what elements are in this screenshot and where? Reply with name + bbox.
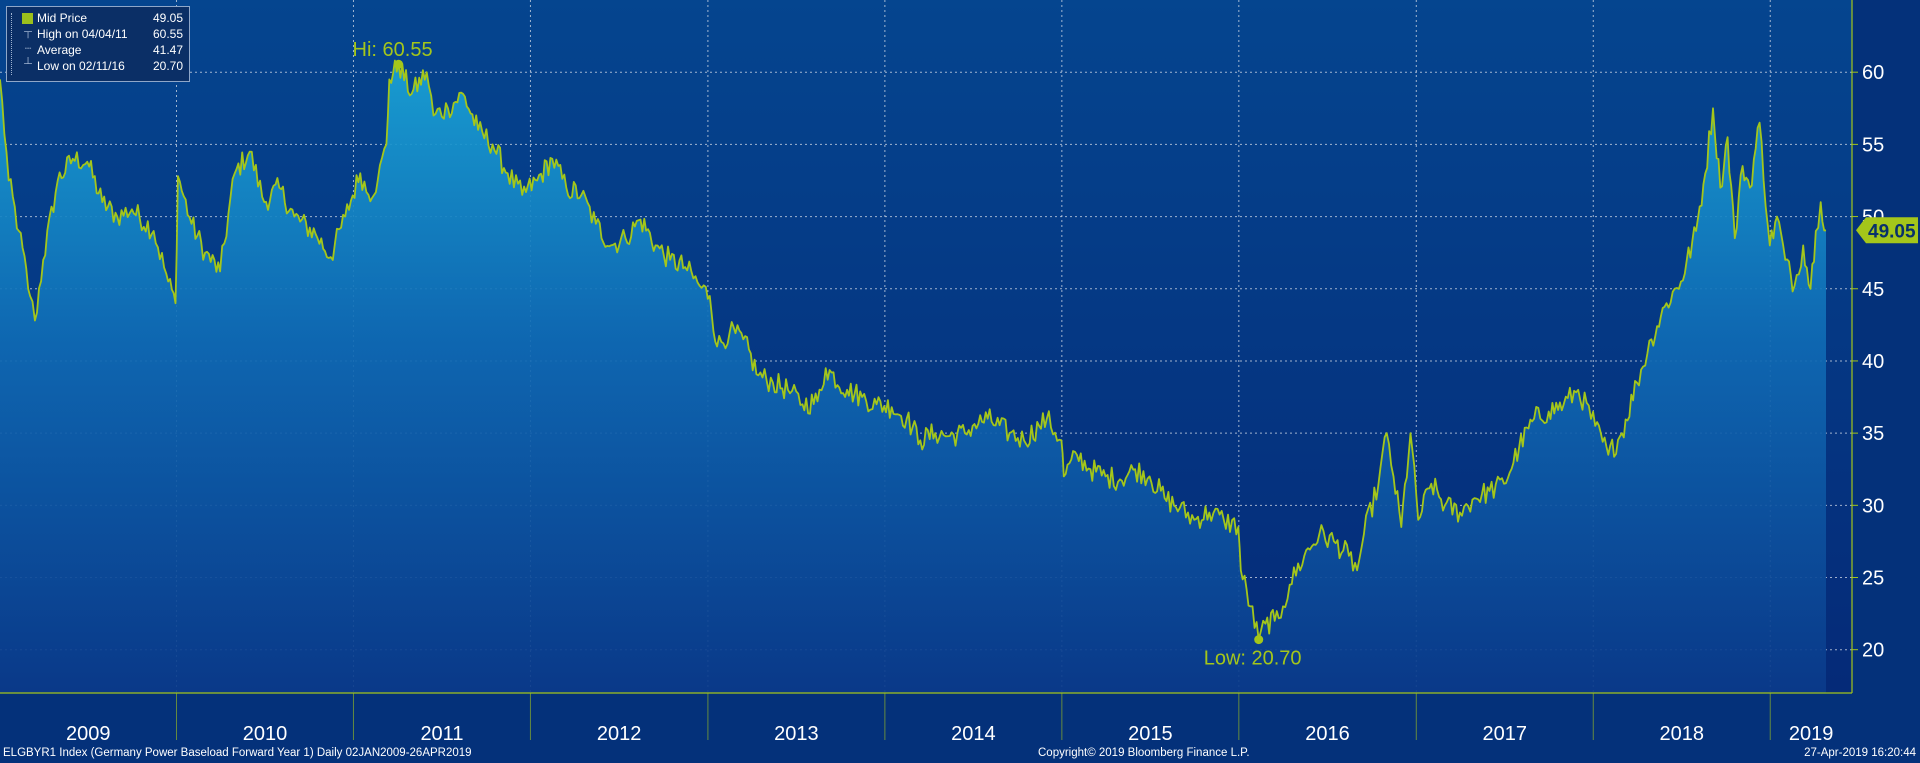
price-area — [0, 60, 1826, 693]
high-label: Hi: 60.55 — [353, 39, 433, 61]
footer-timestamp: 27-Apr-2019 16:20:44 — [1804, 747, 1916, 759]
low-marker-icon: ┴ — [24, 58, 32, 70]
price-area-fill — [0, 60, 1826, 693]
y-tick-label: 20 — [1862, 640, 1884, 662]
y-tick-label: 35 — [1862, 423, 1884, 445]
legend-item-mid-price: Mid Price 49.05 — [7, 10, 189, 26]
x-tick-label: 2009 — [66, 723, 111, 745]
axes: 2025303540455055602009201020112012201320… — [0, 0, 1884, 745]
x-tick-label: 2015 — [1128, 723, 1173, 745]
x-tick-label: 2014 — [951, 723, 996, 745]
legend-value: 41.47 — [152, 43, 183, 57]
y-tick-label: 45 — [1862, 279, 1884, 301]
legend-item-high: ┬ High on 04/04/11 60.55 — [7, 26, 189, 42]
last-price-tag — [1856, 217, 1918, 244]
high-marker — [394, 59, 404, 69]
legend-item-low: ┴ Low on 02/11/16 20.70 — [7, 58, 189, 74]
low-label: Low: 20.70 — [1204, 648, 1302, 670]
legend-label: High on 04/04/11 — [37, 27, 128, 41]
chart-legend: Mid Price 49.05 ┬ High on 04/04/11 60.55… — [6, 6, 190, 82]
legend-value: 60.55 — [152, 27, 183, 41]
last-price-tag-value: 49.05 — [1868, 221, 1916, 242]
legend-tree-lines — [11, 13, 21, 75]
legend-label: Low on 02/11/16 — [37, 59, 125, 73]
y-tick-label: 25 — [1862, 568, 1884, 590]
legend-value: 20.70 — [152, 59, 183, 73]
price-line — [0, 59, 1827, 641]
legend-item-average: ┄ Average 41.47 — [7, 42, 189, 58]
y-tick-label: 60 — [1862, 62, 1884, 84]
footer-copyright: Copyright© 2019 Bloomberg Finance L.P. — [1038, 747, 1250, 759]
x-tick-label: 2011 — [420, 723, 463, 745]
x-tick-label: 2019 — [1789, 723, 1834, 745]
y-tick-label: 40 — [1862, 351, 1884, 373]
x-tick-label: 2016 — [1305, 723, 1350, 745]
price-series-line — [0, 59, 1827, 641]
y-tick-label: 30 — [1862, 495, 1884, 517]
x-tick-label: 2012 — [597, 723, 642, 745]
x-tick-label: 2018 — [1660, 723, 1705, 745]
legend-label: Average — [37, 43, 82, 57]
annotations: Hi: 60.55 Low: 20.70 49.05 — [353, 39, 1918, 670]
legend-value: 49.05 — [152, 11, 183, 25]
high-marker-icon: ┬ — [24, 26, 32, 38]
average-line-icon: ┄ — [24, 43, 32, 55]
legend-label: Mid Price — [37, 11, 88, 25]
x-tick-label: 2013 — [774, 723, 819, 745]
y-tick-label: 55 — [1862, 134, 1884, 156]
x-tick-label: 2017 — [1483, 723, 1528, 745]
x-tick-label: 2010 — [243, 723, 288, 745]
low-marker — [1254, 635, 1264, 645]
mid-price-swatch-icon — [22, 13, 33, 24]
footer-ticker-description: ELGBYR1 Index (Germany Power Baseload Fo… — [3, 747, 472, 759]
